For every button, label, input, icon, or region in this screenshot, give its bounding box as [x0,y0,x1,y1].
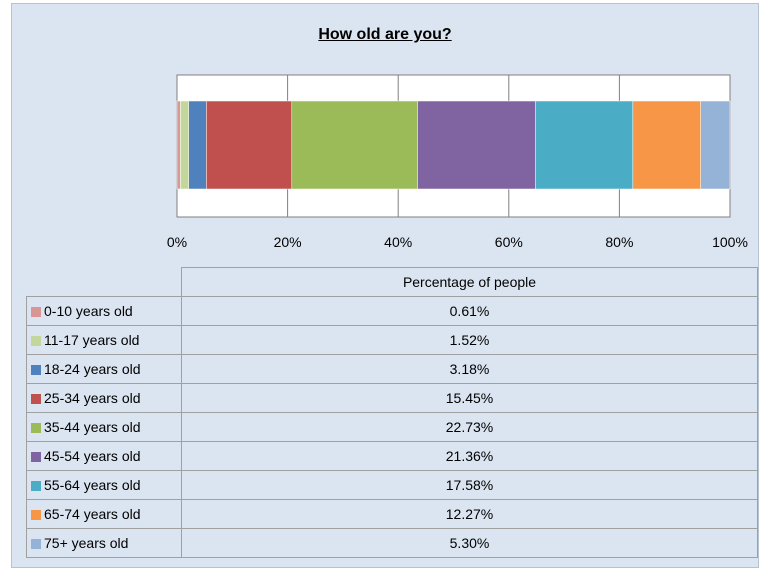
value-cell: 1.52% [181,325,758,355]
legend-cell: 35-44 years old [26,412,182,442]
legend-swatch [31,336,41,346]
table-row: 75+ years old 5.30% [26,528,758,558]
table-row: 65-74 years old 12.27% [26,499,758,529]
table-row: 35-44 years old 22.73% [26,412,758,442]
value-cell: 21.36% [181,441,758,471]
table-row: 25-34 years old 15.45% [26,383,758,413]
bar-segment [188,100,207,190]
table-row: 18-24 years old 3.18% [26,354,758,384]
x-tick-label: 60% [495,234,523,250]
x-tick-label: 40% [384,234,412,250]
value-cell: 3.18% [181,354,758,384]
chart-frame: How old are you? 0% 20% 40% 60% 80% 100% Perc… [11,3,759,568]
legend-label: 55-64 years old [44,477,141,493]
legend-label: 25-34 years old [44,390,141,406]
legend-swatch [31,365,41,375]
legend-swatch [31,510,41,520]
legend-label: 11-17 years old [44,332,140,348]
bar-segment [417,100,536,190]
table-row: 45-54 years old 21.36% [26,441,758,471]
legend-cell: 55-64 years old [26,470,182,500]
table-corner [27,268,182,297]
x-tick-label: 0% [167,234,187,250]
legend-label: 65-74 years old [44,506,141,522]
value-cell: 17.58% [181,470,758,500]
legend-swatch [31,539,41,549]
value-cell: 5.30% [181,528,758,558]
table-body: 0-10 years old 0.61% 11-17 years old 1.52% 1… [26,296,758,558]
x-tick-label: 80% [605,234,633,250]
value-cell: 15.45% [181,383,758,413]
legend-cell: 45-54 years old [26,441,182,471]
table-row: 55-64 years old 17.58% [26,470,758,500]
value-cell: 12.27% [181,499,758,529]
plot-area: 0% 20% 40% 60% 80% 100% [167,74,748,250]
legend-label: 45-54 years old [44,448,141,464]
value-cell: 22.73% [181,412,758,442]
value-cell: 0.61% [181,296,758,326]
bar-segment [632,100,701,190]
bar-segment [176,100,181,190]
legend-label: 18-24 years old [44,361,141,377]
legend-label: 75+ years old [44,535,129,551]
legend-cell: 18-24 years old [26,354,182,384]
x-tick-label: 20% [274,234,302,250]
table-column-header: Percentage of people [181,267,758,297]
bar-segment [180,100,190,190]
bar-segment [700,100,731,190]
legend-cell: 65-74 years old [26,499,182,529]
legend-cell: 25-34 years old [26,383,182,413]
table-header-row: Percentage of people [27,267,758,297]
legend-swatch [31,423,41,433]
bar-segment [535,100,634,190]
chart-title: How old are you? [318,26,452,43]
legend-swatch [31,394,41,404]
legend-swatch [31,452,41,462]
bar-segment [291,100,418,190]
data-table: Percentage of people 0-10 years old 0.61%… [26,267,758,558]
table-row: 11-17 years old 1.52% [26,325,758,355]
x-tick-label: 100% [712,234,748,250]
bar-segment [206,100,293,190]
legend-cell: 0-10 years old [26,296,182,326]
legend-swatch [31,481,41,491]
legend-label: 0-10 years old [44,303,133,319]
table-row: 0-10 years old 0.61% [26,296,758,326]
legend-swatch [31,307,41,317]
legend-label: 35-44 years old [44,419,141,435]
legend-cell: 75+ years old [26,528,182,558]
legend-cell: 11-17 years old [26,325,182,355]
